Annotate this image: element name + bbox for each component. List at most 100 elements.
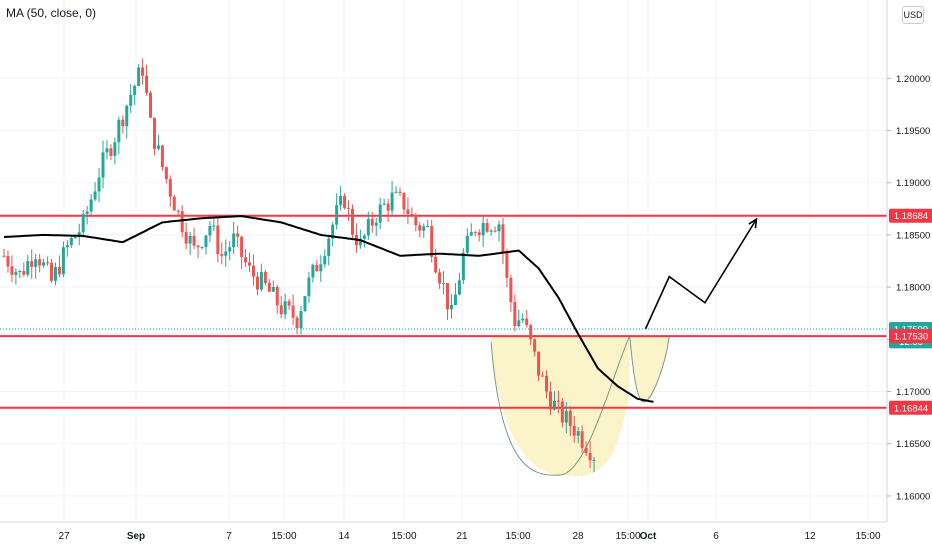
- candle-body: [152, 117, 156, 149]
- candle-body: [513, 302, 517, 327]
- candle-body: [481, 223, 485, 236]
- candle-body: [26, 261, 30, 275]
- time-axis[interactable]: 27 Sep 7 15:00 14 15:00 21 15:00 28 15:00 Oct 6 12 15…: [0, 521, 887, 550]
- candle-body: [208, 225, 212, 236]
- time-tick-label: 28: [572, 531, 584, 542]
- candle-body: [81, 214, 85, 233]
- candle-body: [410, 214, 414, 216]
- candle-body: [283, 301, 287, 315]
- candle-body: [347, 207, 351, 209]
- candle-body: [251, 265, 255, 277]
- candle-body: [537, 351, 541, 376]
- candle-body: [168, 179, 172, 197]
- candle-body: [541, 375, 545, 377]
- price-tick-label: 1.19000: [896, 178, 930, 189]
- price-axis-bg: [887, 0, 932, 550]
- candle-body: [378, 204, 382, 223]
- grid: [0, 0, 887, 522]
- candle-body: [390, 192, 394, 211]
- price-tick-label: 1.16500: [896, 439, 930, 450]
- candle-body: [18, 270, 22, 272]
- candle-body: [398, 191, 402, 193]
- candle-body: [394, 191, 398, 193]
- handle-fill: [629, 336, 670, 402]
- candle-body: [556, 400, 560, 402]
- projection-arrowhead[interactable]: [748, 217, 758, 229]
- candle-body: [509, 277, 513, 303]
- candle-body: [125, 105, 129, 127]
- candle-body: [319, 264, 323, 272]
- candle-body: [34, 259, 38, 267]
- candle-body: [192, 235, 196, 246]
- candle-body: [299, 311, 303, 328]
- candle-body: [453, 294, 457, 305]
- candle-body: [236, 233, 240, 237]
- candle-body: [426, 225, 430, 227]
- candle-body: [327, 238, 331, 257]
- currency-button[interactable]: USD: [902, 6, 924, 24]
- candle-body: [105, 148, 109, 153]
- price-axis[interactable]: 1.20000 1.19500 1.19000 1.18500 1.18000 1.175…: [886, 0, 932, 550]
- candle-body: [564, 410, 568, 423]
- price-label-text: 1.16844: [894, 403, 928, 414]
- candle-body: [42, 262, 46, 266]
- candle-body: [382, 203, 386, 205]
- candle-body: [323, 256, 327, 265]
- candle-body: [402, 192, 406, 210]
- candle-body: [220, 254, 224, 256]
- candle-body: [414, 214, 418, 226]
- candle-body: [335, 205, 339, 225]
- candle-body: [493, 230, 497, 232]
- price-tick-label: 1.17000: [896, 387, 930, 398]
- candle-body: [188, 235, 192, 244]
- candle-body: [61, 247, 65, 275]
- candle-body: [14, 271, 18, 275]
- candle-body: [592, 459, 596, 461]
- moving-average-line: [3, 215, 654, 403]
- price-label-bg: [889, 208, 932, 223]
- candle-body: [529, 325, 533, 340]
- candle-body: [65, 245, 69, 248]
- candle-body: [545, 375, 549, 392]
- candle-body: [469, 232, 473, 236]
- candle-body: [2, 255, 6, 257]
- candle-body: [156, 145, 160, 149]
- candles: [2, 58, 596, 473]
- horizontal-levels[interactable]: [0, 214, 887, 409]
- candle-body: [93, 191, 97, 200]
- candle-body: [548, 391, 552, 410]
- candle-body: [133, 85, 137, 95]
- candle-body: [438, 272, 442, 284]
- candle-body: [572, 426, 576, 436]
- candle-body: [552, 400, 556, 410]
- time-tick-label: 21: [456, 531, 468, 542]
- candle-body: [196, 245, 200, 248]
- candle-body: [457, 280, 461, 295]
- candle-body: [172, 196, 176, 211]
- projection-path[interactable]: [644, 218, 758, 330]
- candle-body: [97, 177, 101, 192]
- candle-body: [184, 232, 188, 244]
- candle-body: [149, 92, 153, 118]
- time-tick-label: 15:00: [615, 531, 640, 542]
- candle-body: [350, 208, 354, 235]
- candle-body: [85, 211, 89, 215]
- candle-body: [418, 225, 422, 231]
- candle-body: [180, 211, 184, 233]
- projection-arrow[interactable]: [644, 217, 758, 330]
- candle-body: [442, 283, 446, 285]
- time-tick-label: 15:00: [271, 531, 296, 542]
- price-tick-label: 1.18000: [896, 283, 930, 294]
- candle-body: [525, 318, 529, 326]
- candle-body: [517, 320, 521, 327]
- candle-body: [580, 431, 584, 448]
- time-tick-label: 15:00: [391, 531, 416, 542]
- candle-body: [366, 219, 370, 236]
- candle-body: [212, 225, 216, 227]
- time-tick-label: Oct: [640, 531, 657, 542]
- candle-body: [109, 148, 113, 156]
- indicator-legend[interactable]: MA (50, close, 0): [6, 6, 97, 20]
- candle-body: [343, 195, 347, 208]
- time-tick-label: 12: [804, 531, 816, 542]
